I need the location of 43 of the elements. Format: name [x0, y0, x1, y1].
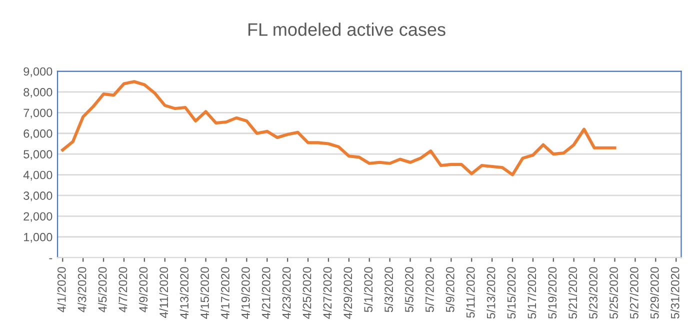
x-tick-label: 4/9/2020	[138, 267, 148, 312]
line-series	[61, 80, 616, 176]
x-tick-label: 5/7/2020	[425, 267, 434, 312]
x-tick-label: 5/31/2020	[670, 267, 680, 319]
y-tick-label: 5,000	[24, 150, 52, 160]
x-tick-label: 5/15/2020	[507, 267, 516, 319]
x-tick-label: 4/5/2020	[98, 267, 107, 312]
x-tick-label: 5/21/2020	[568, 267, 578, 319]
y-tick-label: -	[49, 258, 52, 260]
x-tick-label: 5/27/2020	[630, 267, 638, 319]
x-tick-label: 4/3/2020	[78, 267, 86, 312]
y-tick-label: 4,000	[23, 170, 52, 181]
y-tick-label: 6,000	[24, 129, 52, 140]
x-tick-label: 4/29/2020	[343, 267, 352, 319]
chart-title: FL modeled active cases	[248, 22, 446, 36]
y-tick-label: 7,000	[24, 108, 52, 118]
x-tick-label: 5/11/2020	[466, 267, 475, 318]
x-tick-label: 4/25/2020	[302, 267, 312, 319]
x-tick-label: 4/11/2020	[159, 267, 168, 318]
y-tick-label: 2,000	[24, 212, 52, 222]
x-tick-label: 4/19/2020	[241, 267, 250, 319]
x-tick-label: 4/15/2020	[200, 267, 209, 319]
x-tick-label: 5/1/2020	[364, 267, 373, 312]
y-tick-label: 1,000	[24, 232, 52, 243]
x-tick-label: 5/13/2020	[486, 267, 496, 319]
x-tick-label: 4/23/2020	[282, 267, 291, 319]
y-tick-label: 8,000	[24, 88, 52, 98]
x-tick-label: 4/7/2020	[118, 267, 128, 312]
x-tick-label: 4/27/2020	[322, 267, 332, 319]
x-tick-label: 5/19/2020	[548, 267, 557, 319]
x-tick-label: 5/5/2020	[404, 267, 414, 312]
x-tick-label: 5/25/2020	[609, 267, 618, 319]
y-tick-label: 9,000	[24, 67, 52, 78]
y-tick-label: 3,000	[24, 192, 52, 202]
x-tick-label: 5/23/2020	[588, 267, 598, 319]
x-tick-label: 4/1/2020	[57, 267, 66, 312]
x-tick-label: 4/17/2020	[220, 267, 230, 319]
x-tick-label: 4/13/2020	[180, 267, 188, 319]
x-tick-label: 5/29/2020	[650, 267, 659, 319]
x-tick-label: 4/21/2020	[262, 267, 270, 319]
x-tick-label: 5/9/2020	[446, 267, 454, 312]
x-tick-label: 5/3/2020	[384, 267, 393, 312]
x-tick-label: 5/17/2020	[527, 267, 536, 319]
